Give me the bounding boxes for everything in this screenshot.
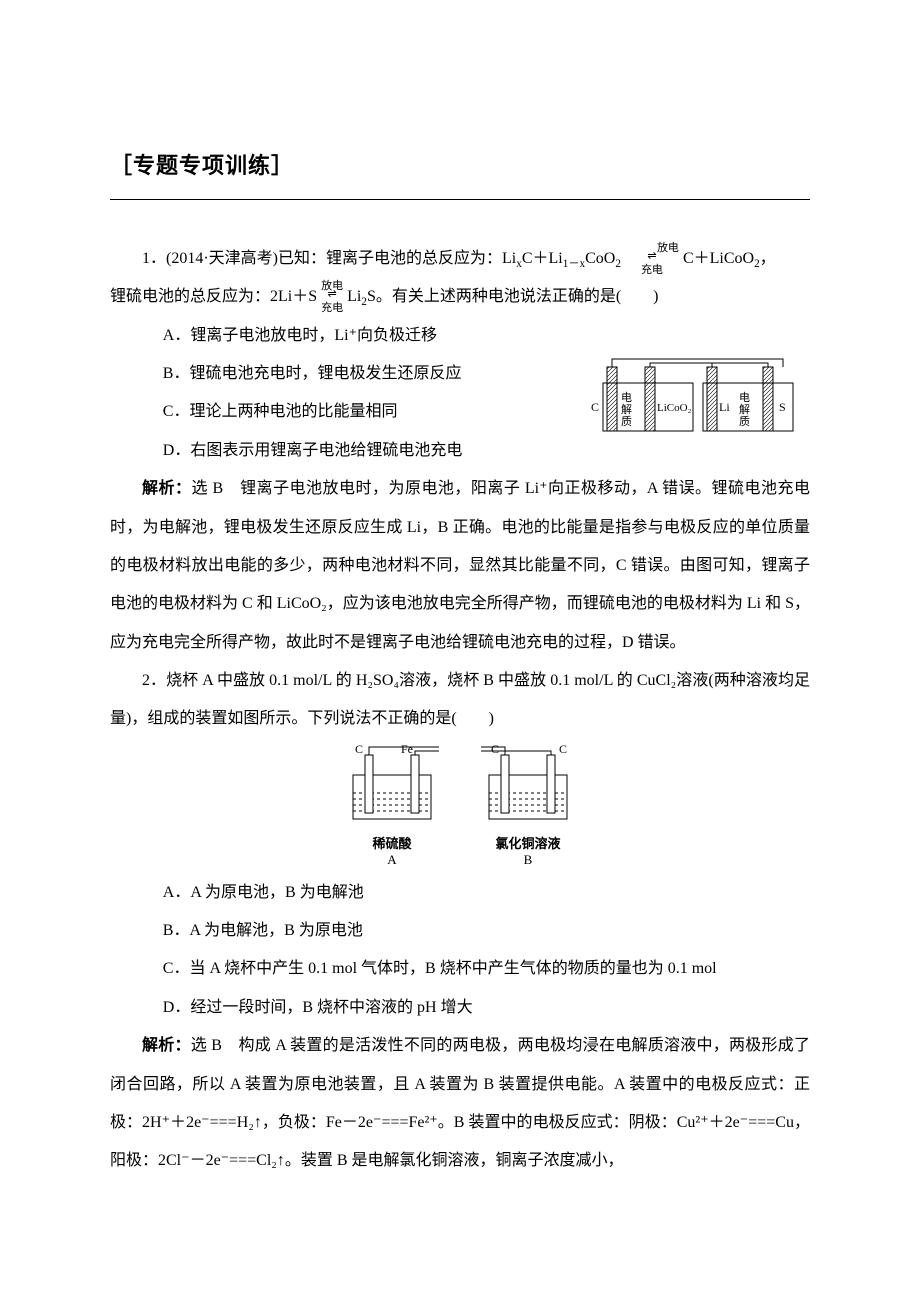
q1-optD: D．右图表示用锂离子电池给锂硫电池充电 [110,432,555,470]
q2-diagA-cap2: A [339,852,445,868]
q2-optB: B．A 为电解池，B 为原电池 [110,912,810,950]
q1-stem-b: ， [760,250,776,267]
q2-diagB-cap1: 氯化铜溶液 [475,836,581,852]
q1-optC: C．理论上两种电池的比能量相同 [110,393,555,431]
q1-exp-body: 选 B 锂离子电池放电时，为原电池，阳离子 Li⁺向正极移动，A 错误。锂硫电池… [110,480,810,651]
q1-stem-c: 锂硫电池的总反应为：2Li＋S [110,288,317,305]
q2-stem: 2．烧杯 A 中盛放 0.1 mol/L 的 H₂SO₄溶液，烧杯 B 中盛放 … [110,662,810,739]
q1-stem-a: 1．(2014·天津高考)已知：锂离子电池的总反应为：Li [142,250,516,267]
q1-diagram: C 电 解 质 LiCoO₂ Li 电 解 质 S [555,355,810,456]
q2-diagram: C Fe 稀硫酸 A C C 氯化铜溶液 B [110,745,810,868]
header-rule [110,199,810,200]
svg-text:解: 解 [621,402,632,416]
svg-text:质: 质 [739,415,750,428]
svg-text:Li: Li [719,400,730,414]
svg-text:质: 质 [621,415,632,428]
q2-exp-label: 解析： [142,1037,191,1054]
q2-optA: A．A 为原电池，B 为电解池 [110,874,810,912]
svg-text:C: C [559,745,567,756]
svg-text:电: 电 [621,391,632,404]
q1-optB: B．锂硫电池充电时，锂电极发生还原反应 [110,355,555,393]
q1-stem-d: 。有关上述两种电池说法正确的是( ) [376,288,659,305]
svg-text:C: C [591,400,599,414]
svg-text:电: 电 [739,391,750,404]
q1-optA: A．锂离子电池放电时，Li⁺向负极迁移 [110,317,810,355]
q1-stem: 1．(2014·天津高考)已知：锂离子电池的总反应为：LixC＋Li1－xCoO… [110,240,810,278]
q1-explanation: 解析：选 B 锂离子电池放电时，为原电池，阳离子 Li⁺向正极移动，A 错误。锂… [110,470,810,662]
svg-text:解: 解 [739,402,750,416]
q1-stem2: 锂硫电池的总反应为：2Li＋S 放电 ⇌ 充电 Li2S。有关上述两种电池说法正… [110,278,810,316]
svg-text:LiCoO₂: LiCoO₂ [657,402,692,414]
q2-optD: D．经过一段时间，B 烧杯中溶液的 pH 增大 [110,989,810,1027]
section-header: ［专题专项训练］ [110,140,810,193]
q2-diagA-cap1: 稀硫酸 [339,836,445,852]
q1-rxn1-top: 放电 [657,242,679,254]
q2-exp-body: 选 B 构成 A 装置的是活泼性不同的两电极，两电极均浸在电解质溶液中，两极形成… [110,1037,810,1169]
svg-text:S: S [779,400,786,414]
q1-exp-label: 解析： [142,480,191,497]
q2-optC: C．当 A 烧杯中产生 0.1 mol 气体时，B 烧杯中产生气体的物质的量也为… [110,950,810,988]
q1-rxn2-bot: 充电 [321,302,343,314]
q2-explanation: 解析：选 B 构成 A 装置的是活泼性不同的两电极，两电极均浸在电解质溶液中，两… [110,1027,810,1181]
q2-diagB-cap2: B [475,852,581,868]
q1-rxn1-bot: 充电 [641,264,663,276]
svg-text:C: C [355,745,363,756]
